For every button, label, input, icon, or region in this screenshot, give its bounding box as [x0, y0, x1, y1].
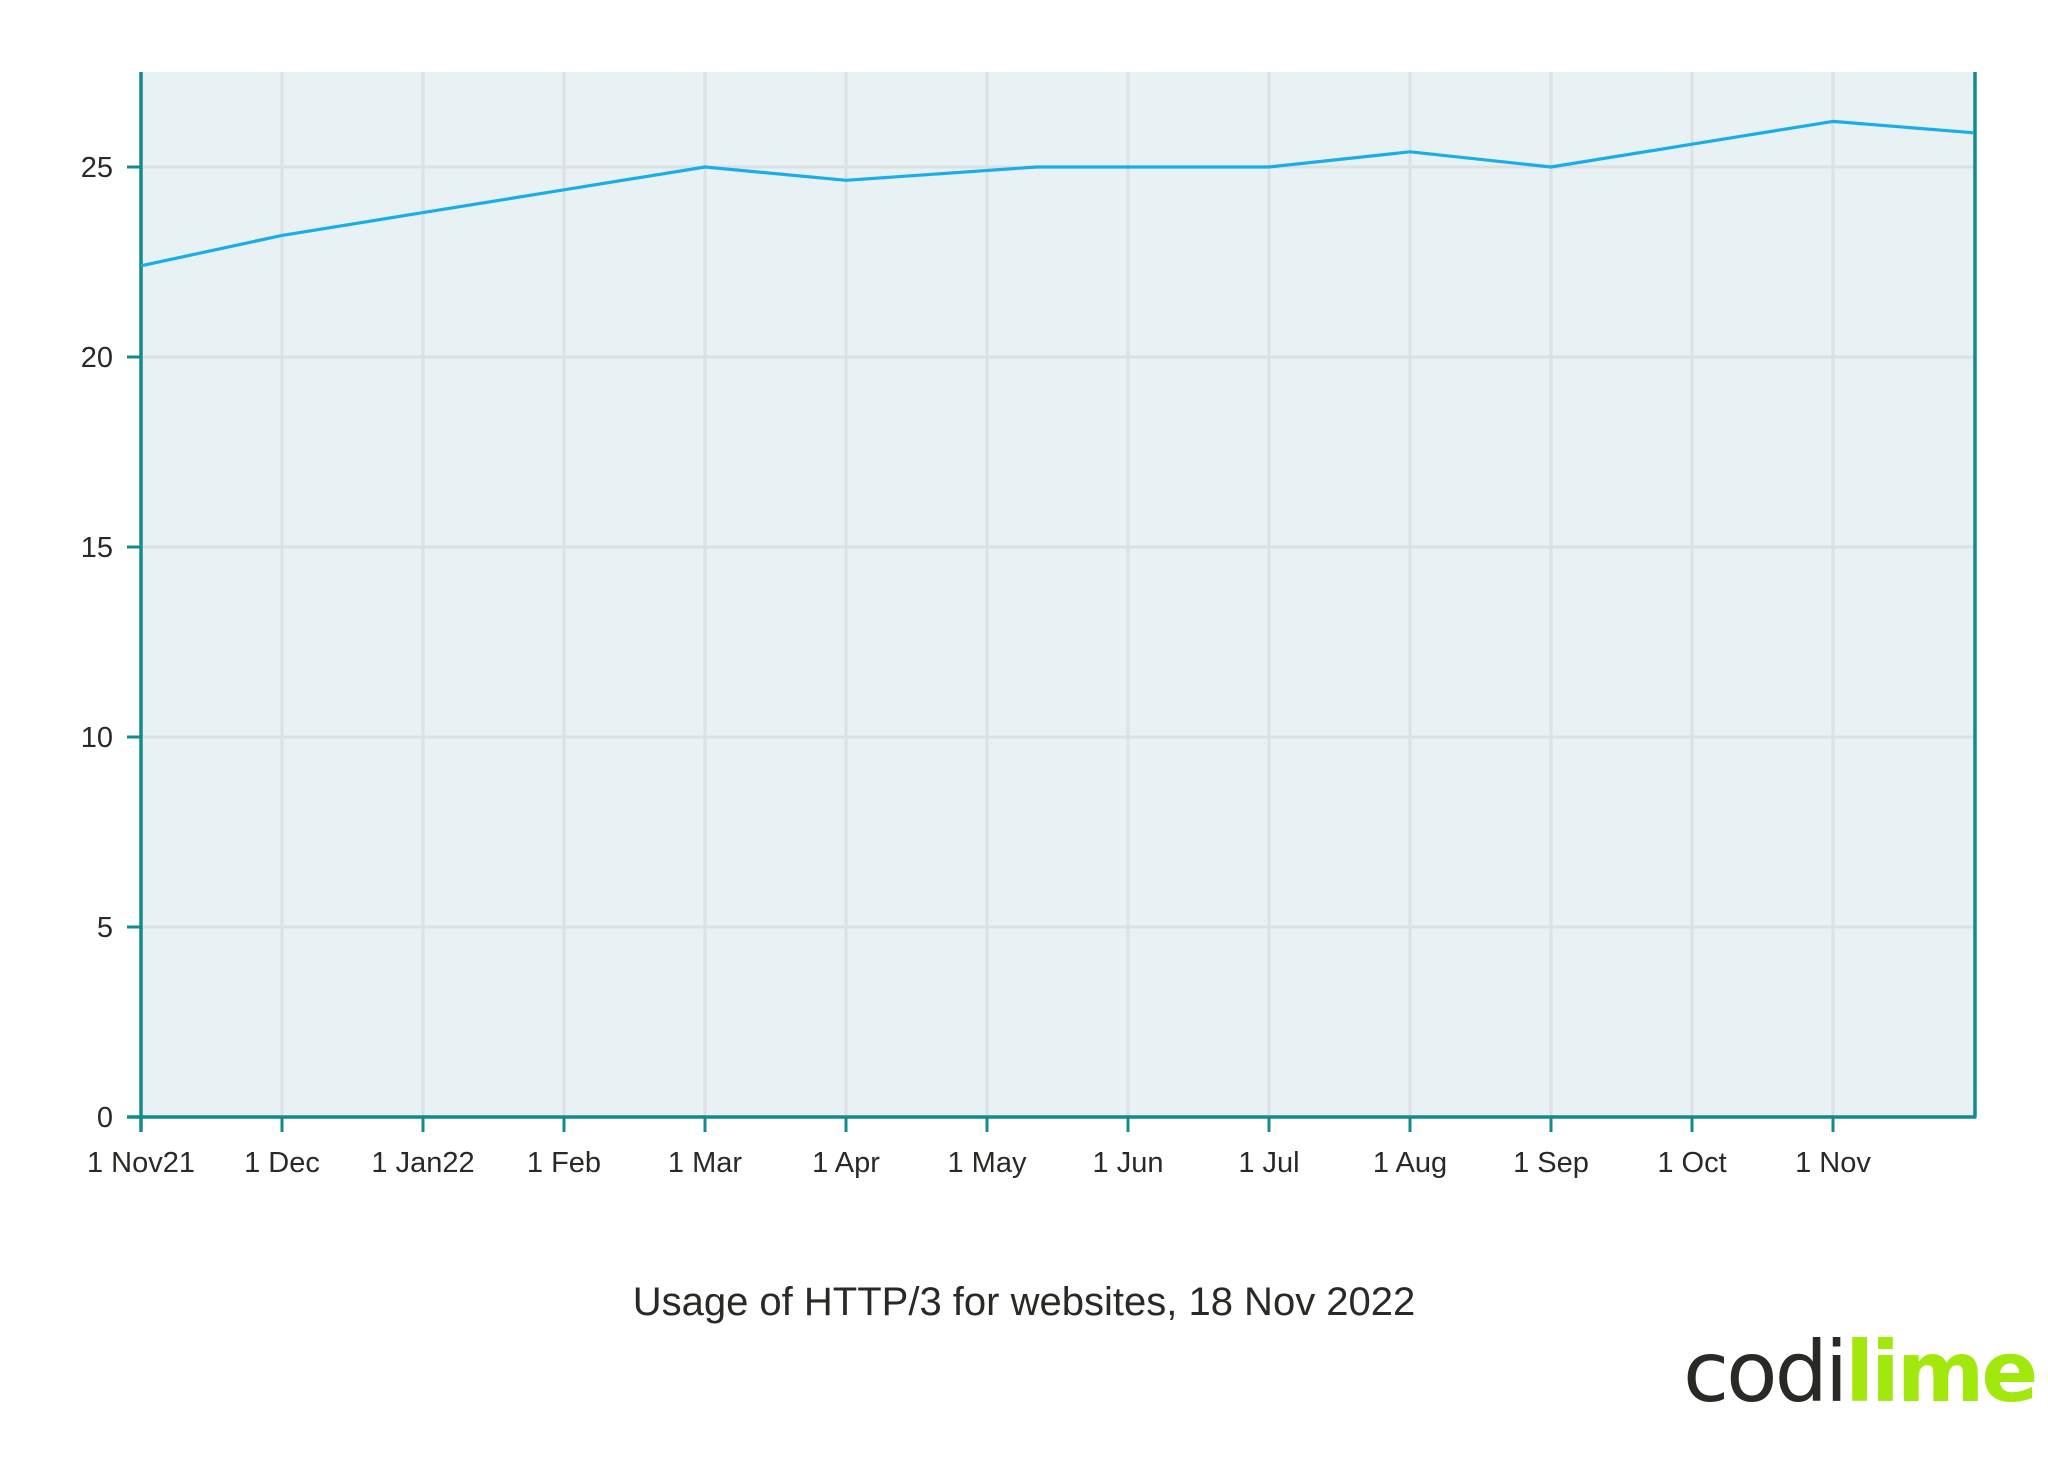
x-tick-label: 1 Aug [1373, 1147, 1447, 1179]
y-tick-label: 25 [81, 152, 113, 184]
y-tick-label: 5 [97, 912, 113, 944]
x-tick-label: 1 Nov [1795, 1147, 1871, 1179]
x-axis-labels: 1 Nov21 1 Dec 1 Jan22 1 Feb 1 Mar 1 Apr 1 May 1… [87, 1147, 1871, 1179]
x-tick-label: 1 Jun [1093, 1147, 1164, 1179]
x-tick-label: 1 Jan22 [371, 1147, 474, 1179]
y-tick-label: 10 [81, 722, 113, 754]
y-tick-label: 20 [81, 342, 113, 374]
x-tick-label: 1 Feb [527, 1147, 601, 1179]
y-tick-label: 0 [97, 1102, 113, 1134]
x-tick-label: 1 Jul [1238, 1147, 1299, 1179]
y-tick-label: 15 [81, 532, 113, 564]
axes [127, 72, 1977, 1132]
logo-text-lime: lime [1845, 1323, 2038, 1421]
codilime-logo: codilime [1683, 1330, 2038, 1414]
x-tick-label: 1 Nov21 [87, 1147, 195, 1179]
x-tick-label: 1 Apr [812, 1147, 880, 1179]
x-tick-label: 1 Sep [1513, 1147, 1589, 1179]
x-tick-label: 1 Dec [244, 1147, 320, 1179]
http3-usage-line [140, 119, 1975, 268]
chart-title: Usage of HTTP/3 for websites, 18 Nov 202… [632, 1280, 1416, 1324]
y-axis-labels: 0 5 10 15 20 25 [81, 152, 113, 1134]
x-tick-label: 1 Oct [1657, 1147, 1726, 1179]
x-tick-label: 1 May [948, 1147, 1027, 1179]
plot-background [141, 72, 1975, 1117]
logo-text-codi: codi [1683, 1323, 1848, 1421]
x-tick-label: 1 Mar [668, 1147, 742, 1179]
